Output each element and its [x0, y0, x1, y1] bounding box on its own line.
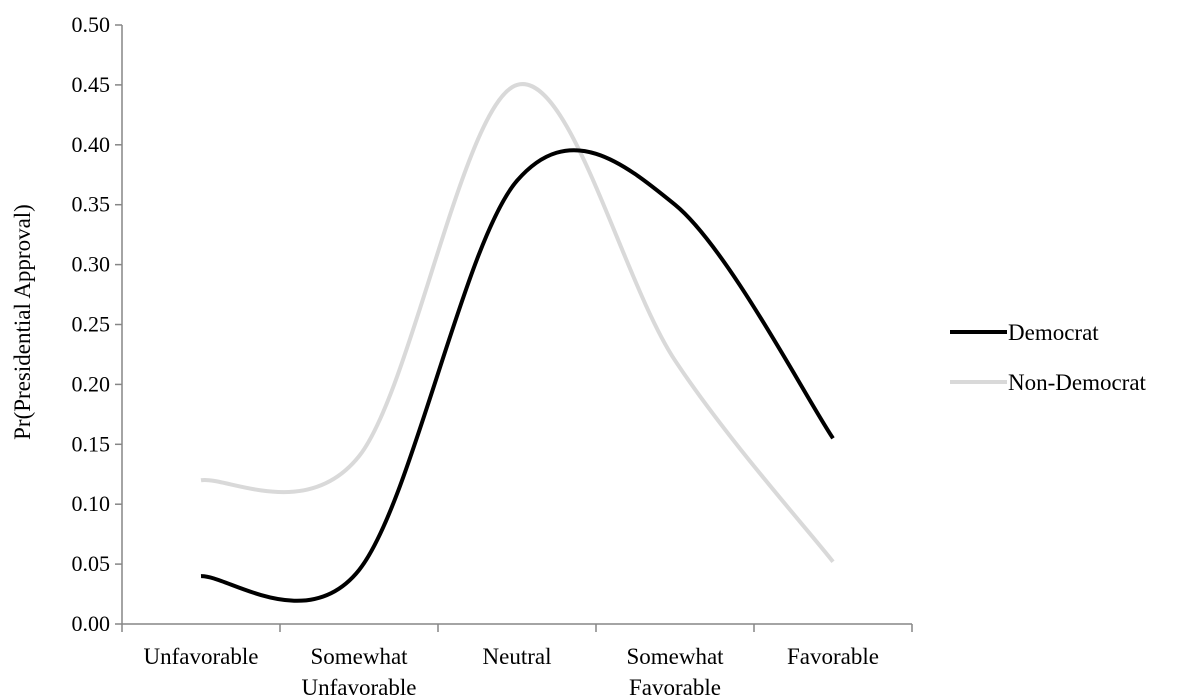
y-tick-label: 0.45: [72, 72, 111, 97]
y-tick-label: 0.05: [72, 551, 111, 576]
x-tick-label: Somewhat Unfavorable: [302, 644, 417, 700]
y-tick-label: 0.00: [72, 611, 111, 636]
y-axis-title: Pr(Presidential Approval): [10, 204, 35, 440]
x-tick-label-line: Unfavorable: [302, 675, 417, 700]
y-axis: 0.00 0.05 0.10 0.15 0.20 0.25 0.30 0.35 0.40 0.45…: [72, 12, 123, 636]
series-line-democrat: [200, 148, 835, 603]
series-line-non-democrat: [200, 82, 835, 563]
y-tick-label: 0.20: [72, 371, 111, 396]
x-tick-label-line: Unfavorable: [144, 644, 259, 669]
x-tick-label: Unfavorable: [144, 644, 259, 669]
x-axis: Unfavorable Somewhat Unfavorable Neutral Som…: [121, 623, 913, 700]
y-tick-label: 0.15: [72, 431, 111, 456]
x-tick-label-line: Somewhat: [626, 644, 724, 669]
x-tick-label-line: Neutral: [483, 644, 552, 669]
y-tick-label: 0.30: [72, 252, 111, 277]
x-tick-label-line: Somewhat: [310, 644, 408, 669]
y-tick-label: 0.40: [72, 132, 111, 157]
legend: Democrat Non-Democrat: [950, 320, 1147, 395]
legend-label-democrat: Democrat: [1008, 320, 1099, 345]
x-tick-label-line: Favorable: [629, 675, 721, 700]
x-tick-label: Neutral: [483, 644, 552, 669]
plot-series: [200, 82, 835, 603]
x-tick-label-line: Favorable: [787, 644, 879, 669]
y-tick-label: 0.10: [72, 491, 111, 516]
legend-label-non-democrat: Non-Democrat: [1008, 370, 1147, 395]
x-tick-label: Favorable: [787, 644, 879, 669]
y-tick-label: 0.25: [72, 312, 111, 337]
x-tick-label: Somewhat Favorable: [626, 644, 724, 700]
y-tick-label: 0.50: [72, 12, 111, 37]
y-tick-label: 0.35: [72, 192, 111, 217]
